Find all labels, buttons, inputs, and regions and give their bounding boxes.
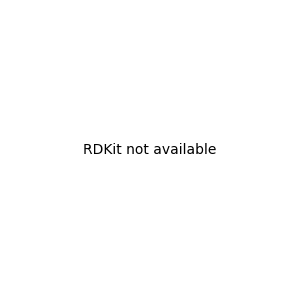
Text: RDKit not available: RDKit not available [83, 143, 217, 157]
